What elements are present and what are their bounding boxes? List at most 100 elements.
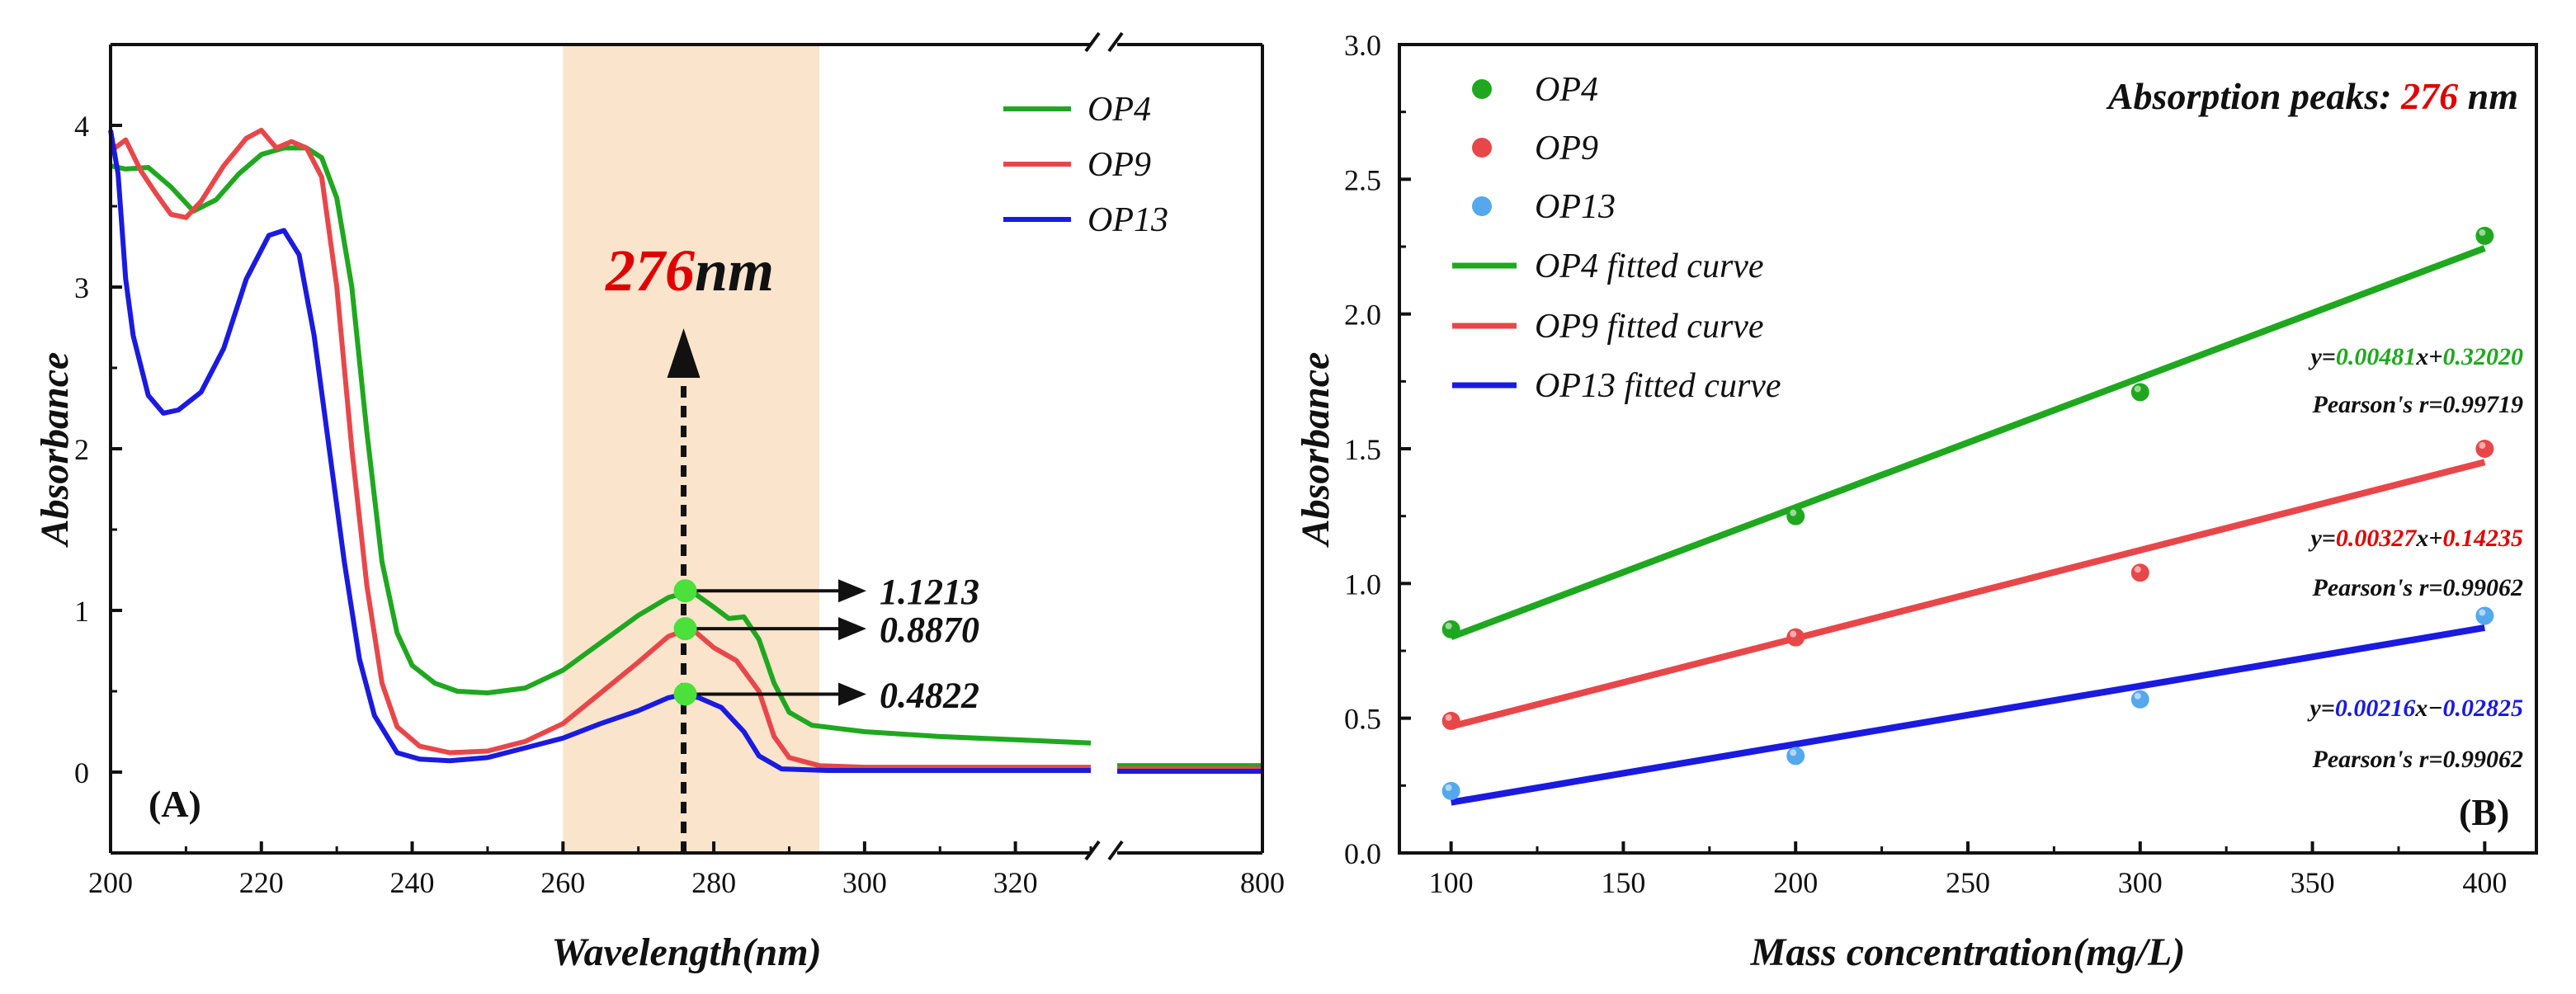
- y-tick-label: 0: [74, 756, 89, 789]
- eq-op13-y: y=: [2307, 695, 2334, 722]
- legend-a: OP4 OP9 OP13: [1003, 91, 1168, 239]
- data-point-highlight: [2134, 692, 2141, 700]
- value-arrow-head: [838, 579, 866, 603]
- series-line-op9: [109, 127, 1091, 770]
- panel-label-b: (B): [2459, 791, 2509, 833]
- data-point-op4: [2475, 226, 2494, 245]
- break-tails: [1117, 763, 1262, 775]
- data-point-op9: [2475, 440, 2494, 458]
- y-axis-title-b: Absorbance: [1294, 352, 1338, 549]
- title-unit: nm: [2458, 75, 2518, 117]
- data-point-highlight: [2479, 228, 2486, 236]
- x-tick-label-b: 100: [1429, 866, 1474, 899]
- x-tick-label: 320: [993, 866, 1038, 899]
- x-tick-label: 220: [239, 866, 284, 899]
- x-tick-label: 280: [691, 866, 736, 899]
- peak-marker-op9: [673, 617, 697, 641]
- data-point-highlight: [2134, 566, 2141, 573]
- x-tick-label: 300: [842, 866, 887, 899]
- data-point-op9: [1786, 628, 1805, 647]
- panel-b: 100 150 200 250 300 350 400 0.0 0.5 1.0 1.5 2.0 2.5 3…: [1294, 29, 2538, 974]
- fit-equations: y=0.00481x+0.32020 Pearson's r=0.99719 y…: [2307, 343, 2523, 773]
- legend-label-op13: OP13: [1087, 201, 1168, 239]
- equation-op13: y=0.00216x−0.02825: [2307, 695, 2523, 722]
- y-axis-title-a: Absorbance: [33, 352, 77, 549]
- pearson-op9: Pearson's r=0.99062: [2312, 574, 2523, 601]
- legend-label-op9-fit: OP9 fitted curve: [1535, 308, 1764, 346]
- ticks: 200 220 240 260 280 300 320 800 0 1 2 3 4: [74, 110, 1285, 899]
- legend-marker-op4: [1472, 79, 1492, 99]
- highlight-band: [563, 45, 820, 853]
- x-tick-label-b: 300: [2118, 866, 2163, 899]
- peak-marker-op13: [673, 682, 697, 706]
- peak-value-op13: 0.4822: [880, 675, 979, 715]
- legend-marker-op9: [1472, 138, 1492, 158]
- eq-op4-intercept: 0.32020: [2443, 343, 2524, 370]
- data-point-highlight: [2479, 442, 2486, 449]
- x-tick-label: 200: [88, 866, 133, 899]
- y-tick-label-b: 0.0: [1344, 837, 1381, 870]
- peak-value-op4: 1.1213: [880, 572, 979, 612]
- pearson-op13: Pearson's r=0.99062: [2312, 746, 2523, 773]
- peak-marker-op4: [673, 579, 697, 603]
- legend-label-op13-fit: OP13 fitted curve: [1535, 367, 1781, 405]
- data-point-highlight: [1790, 630, 1797, 638]
- eq-op4-slope: 0.00481: [2336, 343, 2417, 370]
- legend-marker-op13: [1472, 196, 1492, 216]
- legend-label-op4: OP4: [1087, 91, 1151, 129]
- axes-frame: [109, 43, 1264, 855]
- y-tick-label-b: 1.0: [1344, 568, 1381, 601]
- legend-label-op4-fit: OP4 fitted curve: [1535, 247, 1764, 285]
- fitted-lines: [1450, 245, 2486, 806]
- series-line-op13: [108, 130, 1091, 773]
- peak-arrow-head: [667, 328, 701, 378]
- x-axis-title-b: Mass concentration(mg/L): [1750, 930, 2186, 974]
- equation-op9: y=0.00327x+0.14235: [2308, 525, 2523, 552]
- title-value: 276: [2400, 75, 2458, 117]
- data-point-highlight: [2134, 385, 2141, 393]
- x-tick-label-b: 350: [2291, 866, 2335, 899]
- x-tick-label-b: 150: [1601, 866, 1645, 899]
- y-tick-label-b: 1.5: [1344, 433, 1381, 466]
- y-tick-label-b: 2.5: [1344, 163, 1381, 196]
- fit-line-op9: [1450, 459, 2486, 730]
- data-point-op9: [1441, 711, 1460, 730]
- panel-label-a: (A): [149, 783, 201, 825]
- eq-op9-slope: 0.00327: [2336, 525, 2418, 552]
- x-tick-label: 260: [540, 866, 585, 899]
- y-tick-label: 1: [74, 595, 89, 628]
- value-arrow-head: [838, 682, 866, 706]
- eq-op13-slope: 0.00216: [2335, 695, 2416, 722]
- equation-op4: y=0.00481x+0.32020: [2308, 343, 2523, 370]
- eq-op4-y: y=: [2308, 343, 2335, 370]
- eq-op13-x: x−: [2414, 695, 2442, 722]
- legend-label-b-op13: OP13: [1535, 188, 1616, 226]
- scatter-points: [1441, 226, 2494, 800]
- data-point-highlight: [1790, 509, 1797, 516]
- x-tick-label-b: 250: [1946, 866, 1990, 899]
- x-tick-label: 240: [390, 866, 435, 899]
- legend-label-b-op4: OP4: [1535, 71, 1598, 109]
- data-point-op4: [2130, 383, 2149, 402]
- x-axis-title-a: Wavelength(nm): [551, 930, 821, 974]
- peak-wavelength-label: 276nm: [605, 238, 774, 304]
- y-tick-label-b: 2.0: [1344, 299, 1381, 332]
- data-point-highlight: [1445, 714, 1452, 721]
- data-point-highlight: [1445, 784, 1452, 791]
- peak-value-op9: 0.8870: [880, 610, 979, 650]
- fit-line-op4: [1450, 245, 2486, 641]
- fit-line-op13: [1450, 624, 2486, 806]
- y-tick-label-b: 0.5: [1344, 703, 1381, 736]
- eq-op9-x: x+: [2415, 525, 2442, 552]
- title-prefix: Absorption peaks:: [2106, 75, 2401, 117]
- data-point-op4: [1786, 506, 1805, 525]
- data-point-highlight: [2479, 609, 2486, 616]
- y-tick-label: 4: [74, 110, 89, 143]
- pearson-op4: Pearson's r=0.99719: [2312, 391, 2523, 418]
- eq-op9-y: y=: [2308, 525, 2335, 552]
- legend-label-b-op9: OP9: [1535, 130, 1598, 167]
- x-tick-label-b: 200: [1773, 866, 1818, 899]
- x-tick-label-b: 400: [2462, 866, 2507, 899]
- data-point-op9: [2130, 563, 2149, 582]
